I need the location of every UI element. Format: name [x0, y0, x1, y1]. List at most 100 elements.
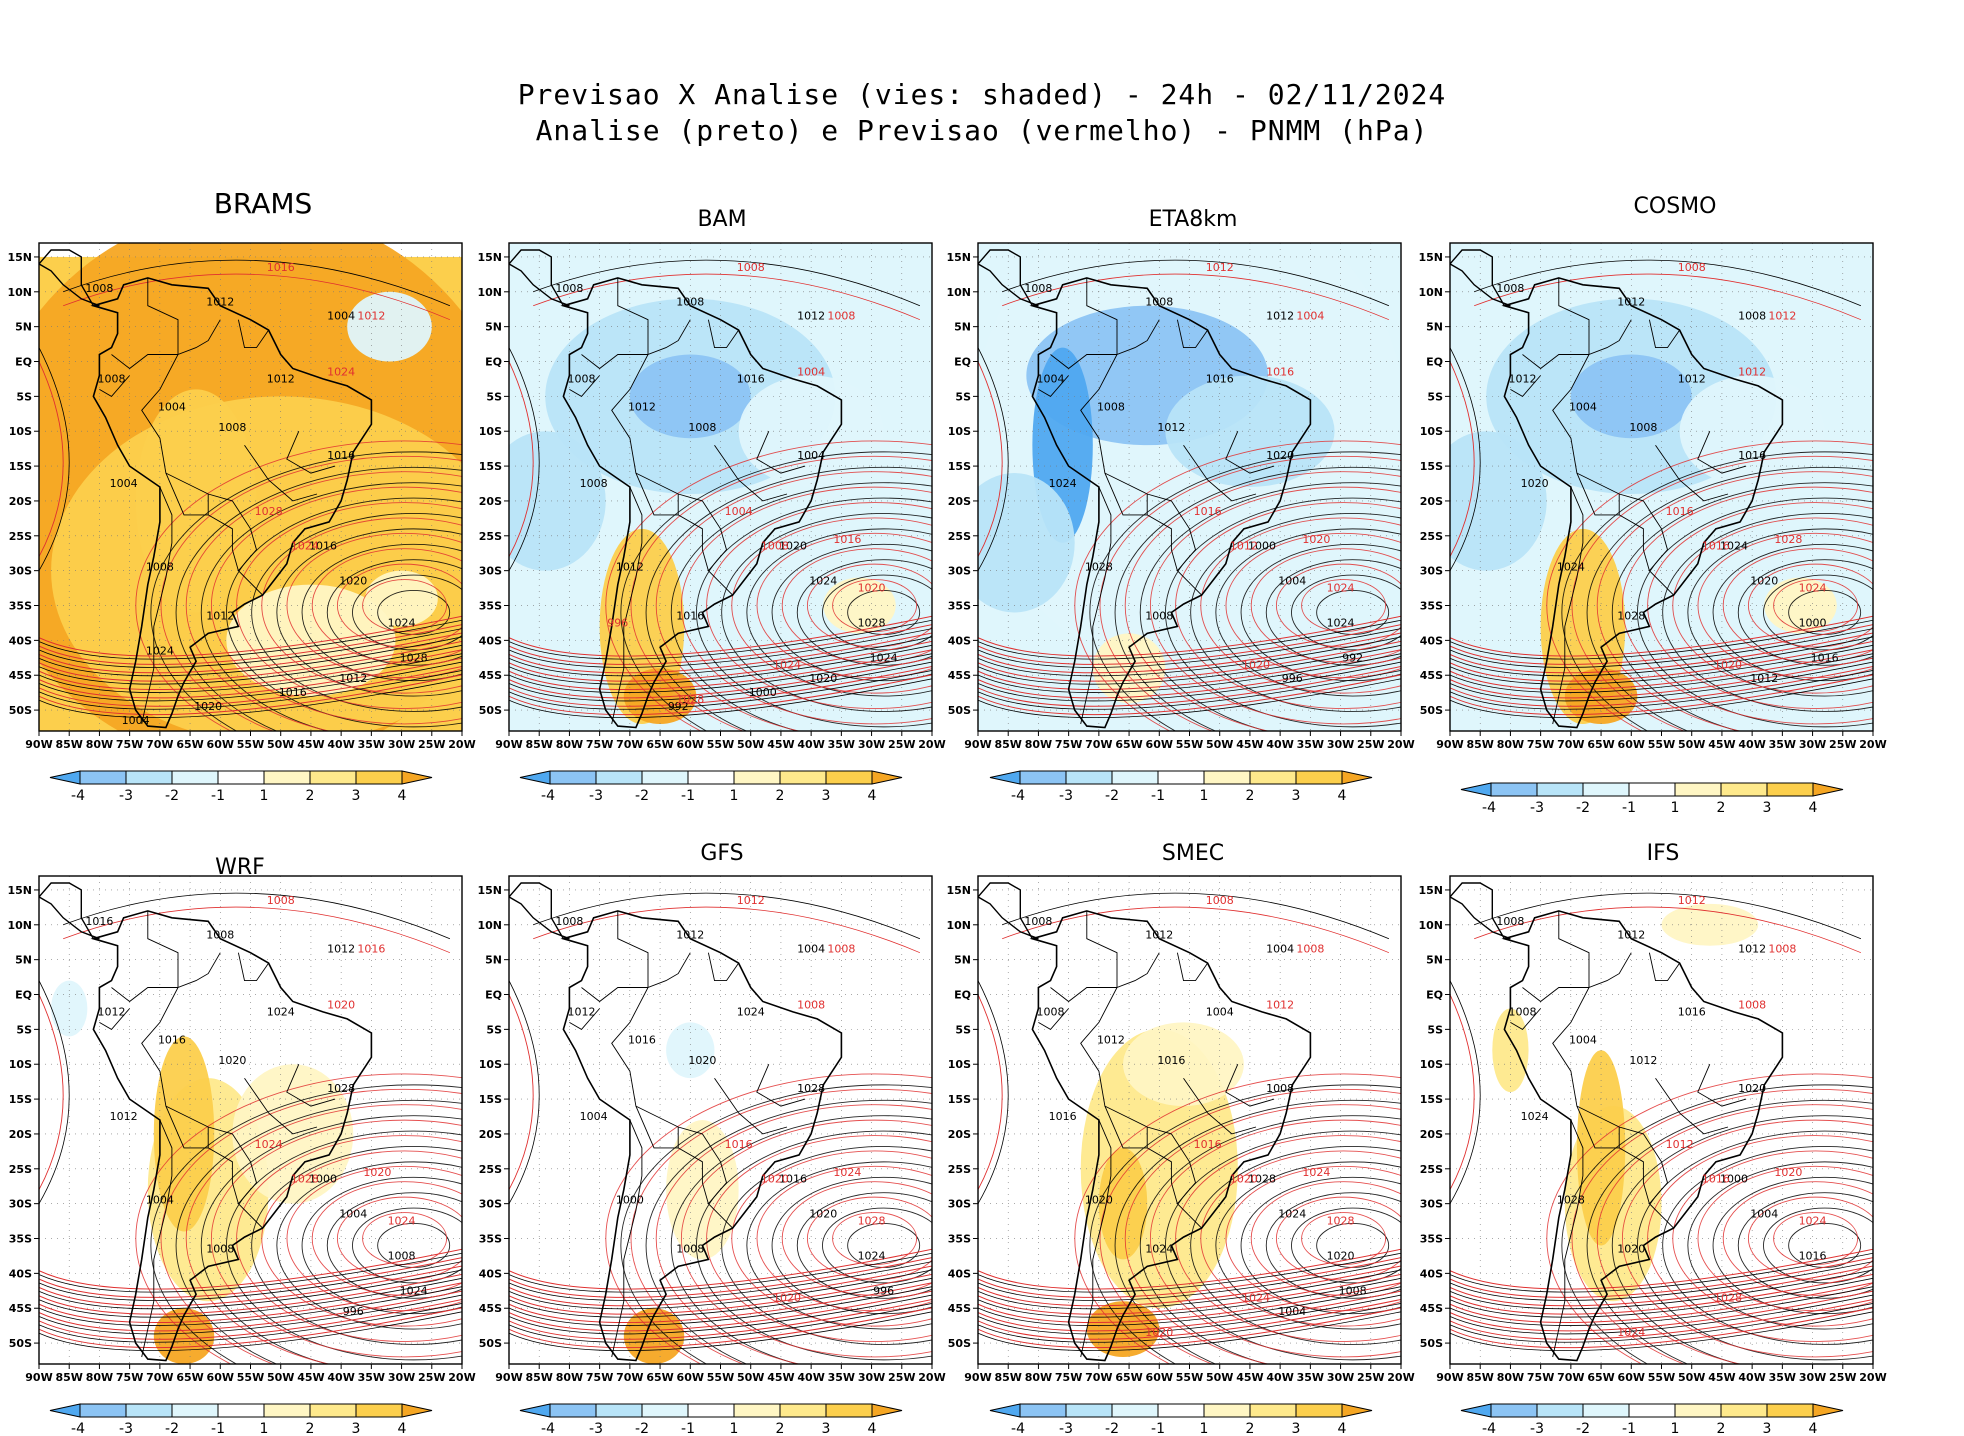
forecast-isobar	[1250, 548, 1401, 663]
country-border	[611, 952, 733, 1229]
forecast-isobar	[978, 1298, 1401, 1340]
panel-title: GFS	[700, 841, 743, 866]
x-tick-label: 45W	[1236, 1371, 1263, 1384]
y-tick-label: 15N	[477, 251, 502, 264]
analysis-isobar	[39, 678, 462, 719]
colorbar-eta8km: -4 -3 -2 -1 1 2 3 4	[989, 770, 1373, 804]
y-tick-label: 25S	[1420, 1163, 1443, 1176]
colorbar-tick-label: 2	[306, 1421, 315, 1436]
forecast-contour-label: 1012	[1678, 894, 1706, 907]
analysis-isobar	[978, 1261, 1401, 1301]
forecast-isobar	[39, 640, 462, 682]
x-tick-label: 70W	[146, 1371, 173, 1384]
y-tick-label: EQ	[485, 989, 502, 1002]
forecast-isobar	[1672, 517, 1873, 694]
figure-title-line2: Analise (preto) e Previsao (vermelho) - …	[535, 114, 1429, 147]
country-border	[1618, 494, 1650, 571]
colorbar-tick-label: -3	[119, 788, 133, 804]
y-tick-label: 20S	[9, 1128, 32, 1141]
x-tick-label: 45W	[767, 1371, 794, 1384]
analysis-contour-label: 1020	[1327, 1249, 1355, 1262]
central-america-outline	[1450, 882, 1511, 940]
x-tick-label: 25W	[1829, 738, 1856, 751]
y-tick-label: 25S	[479, 530, 502, 543]
colorbar-segment	[687, 770, 735, 785]
y-tick-label: 35S	[948, 1233, 971, 1246]
forecast-contour-label: 1020	[1230, 1173, 1258, 1186]
analysis-isobar	[175, 1099, 462, 1364]
colorbar-segment	[1766, 782, 1814, 797]
colorbar-arrow-right	[871, 1403, 903, 1418]
colorbar-tick-label: -3	[119, 1421, 133, 1436]
country-border	[1552, 486, 1584, 725]
colorbar-segment	[1019, 770, 1067, 785]
analysis-contour-label: 1012	[676, 929, 704, 942]
forecast-isobar	[1747, 563, 1873, 648]
colorbar-tick-label: 1	[1671, 800, 1680, 816]
country-border	[707, 952, 739, 982]
forecast-isobar	[236, 502, 462, 709]
analysis-isobar	[1450, 1286, 1873, 1326]
analysis-isobar	[1450, 678, 1873, 719]
x-tick-label: 60W	[677, 1371, 704, 1384]
colorbar-segment	[825, 1403, 873, 1418]
analysis-contour-label: 1004	[339, 1208, 367, 1221]
analysis-contour-label: 1004	[1750, 1208, 1778, 1221]
analysis-contour-label: 1024	[870, 651, 898, 664]
forecast-isobar	[781, 548, 932, 663]
analysis-contour-label: 1016	[1738, 449, 1766, 462]
x-tick-label: 20W	[1387, 738, 1414, 751]
analysis-isobar	[1687, 528, 1873, 697]
forecast-isobar	[1450, 674, 1873, 716]
forecast-isobar	[1474, 906, 1862, 954]
analysis-isobar	[509, 1277, 932, 1318]
analysis-contour-label: 1008	[98, 372, 126, 385]
analysis-isobar	[1450, 653, 1873, 693]
x-tick-label: 70W	[1557, 1371, 1584, 1384]
colorbar-segment	[217, 1403, 265, 1418]
colorbar-tick-label: 3	[1763, 1421, 1772, 1436]
analysis-isobar	[276, 1161, 462, 1330]
analysis-contour-label: 1024	[1521, 1110, 1549, 1123]
colorbar-segment	[779, 1403, 827, 1418]
colorbar-segment	[1582, 782, 1630, 797]
analysis-isobar	[1561, 1084, 1873, 1364]
country-border	[1697, 1064, 1747, 1107]
forecast-contour-label: 1008	[761, 540, 789, 553]
analysis-contour-label: 1016	[676, 609, 704, 622]
analysis-isobar	[1474, 259, 1862, 307]
forecast-contour-label: 1024	[291, 540, 319, 553]
x-tick-label: 30W	[858, 1371, 885, 1384]
forecast-isobar	[336, 563, 462, 648]
analysis-contour-label: 1016	[737, 372, 765, 385]
colorbar-tick-label: -3	[589, 788, 603, 804]
country-border	[286, 431, 336, 474]
country-border	[1510, 1008, 1541, 1030]
analysis-contour-label: 1012	[797, 310, 825, 323]
analysis-contour-label: 1004	[158, 400, 186, 413]
panel-brams: BRAMS10081012100410081004100810121016100…	[7, 187, 475, 751]
analysis-contour-label: 1024	[267, 1005, 295, 1018]
figure-title-line1: Previsao X Analise (vies: shaded) - 24h …	[517, 78, 1447, 111]
country-border	[1655, 1077, 1729, 1135]
analysis-isobar	[533, 892, 921, 940]
analysis-isobar	[1450, 1277, 1873, 1318]
y-tick-label: 15S	[948, 460, 971, 473]
analysis-contour-label: 1016	[779, 1173, 807, 1186]
analysis-isobar	[1450, 1311, 1873, 1352]
colorbar-segment	[1065, 1403, 1113, 1418]
forecast-isobar	[806, 563, 932, 648]
colorbar-tick-label: -2	[1576, 800, 1590, 816]
analysis-isobar	[1611, 482, 1873, 731]
y-tick-label: 15S	[948, 1093, 971, 1106]
colorbar-arrow-left	[1460, 782, 1492, 797]
y-tick-label: 10S	[9, 425, 32, 438]
forecast-contour-label: 1016	[725, 1138, 753, 1151]
forecast-isobar	[1722, 548, 1873, 663]
country-border	[141, 1119, 173, 1358]
colorbar-tick-label: 2	[1246, 788, 1255, 804]
x-tick-label: 50W	[267, 1371, 294, 1384]
analysis-isobar	[1002, 259, 1390, 307]
colorbar-tick-label: 3	[352, 1421, 361, 1436]
analysis-isobar	[1190, 1146, 1401, 1345]
